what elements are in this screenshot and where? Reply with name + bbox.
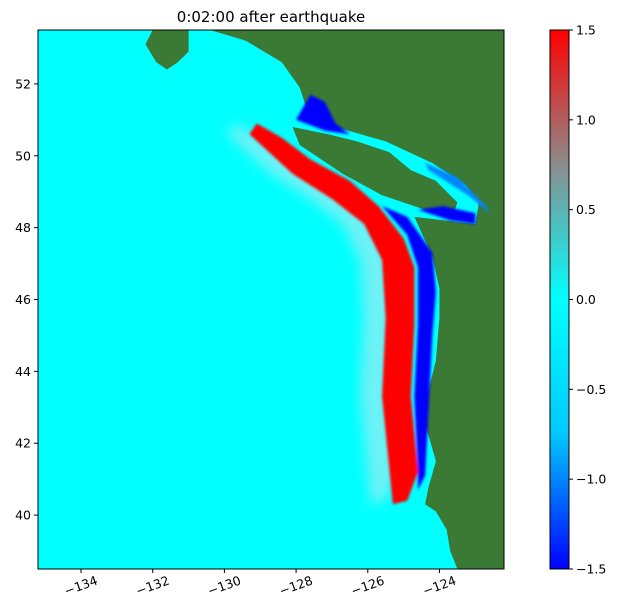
- colorbar: −1.5 −1.0 −0.5 0.0 0.5 1.0 1.5: [549, 23, 606, 577]
- colorbar-tick-label: −1.5: [576, 562, 606, 577]
- x-tick-label: −134: [62, 573, 99, 599]
- y-tick-label: 44: [15, 364, 31, 379]
- colorbar-tick-label: −0.5: [576, 382, 606, 397]
- land-haida-gwaii: [145, 30, 189, 70]
- y-axis: 40 42 44 46 48 50 52: [15, 76, 38, 523]
- x-tick-label: −124: [421, 573, 458, 599]
- land: [145, 30, 504, 569]
- colorbar-tick-label: 1.5: [576, 23, 596, 38]
- y-tick-label: 48: [15, 220, 31, 235]
- colorbar-tick-label: 1.0: [576, 112, 596, 127]
- chart-title: 0:02:00 after earthquake: [177, 8, 365, 26]
- colorbar-tick-label: −1.0: [576, 472, 606, 487]
- wave-halo: [227, 123, 396, 505]
- colorbar-tick-label: 0.0: [576, 292, 596, 307]
- land-mainland: [210, 30, 504, 569]
- y-tick-label: 50: [15, 148, 31, 163]
- y-tick-label: 42: [15, 436, 31, 451]
- y-tick-label: 46: [15, 292, 31, 307]
- strait-trough: [418, 206, 476, 224]
- y-tick-label: 40: [15, 508, 31, 523]
- colorbar-gradient: [549, 29, 570, 570]
- x-tick-label: −126: [349, 573, 386, 599]
- negative-wave-trough: [382, 206, 436, 490]
- map-plot-area: [38, 30, 504, 569]
- northern-trough: [296, 94, 350, 135]
- colorbar-tick-label: 0.5: [576, 202, 596, 217]
- wave-halo-shape: [227, 123, 396, 505]
- colorbar-ticks: −1.5 −1.0 −0.5 0.0 0.5 1.0 1.5: [569, 23, 606, 577]
- x-tick-label: −132: [134, 573, 171, 599]
- x-tick-label: −128: [277, 573, 314, 599]
- land-vancouver-island: [292, 127, 458, 214]
- y-tick-label: 52: [15, 76, 31, 91]
- sound-trough: [425, 163, 490, 214]
- positive-wave-crest: [249, 123, 418, 505]
- x-tick-label: −130: [206, 573, 243, 599]
- wave-features: [249, 94, 490, 505]
- x-axis: −134 −132 −130 −128 −126 −124: [62, 569, 458, 598]
